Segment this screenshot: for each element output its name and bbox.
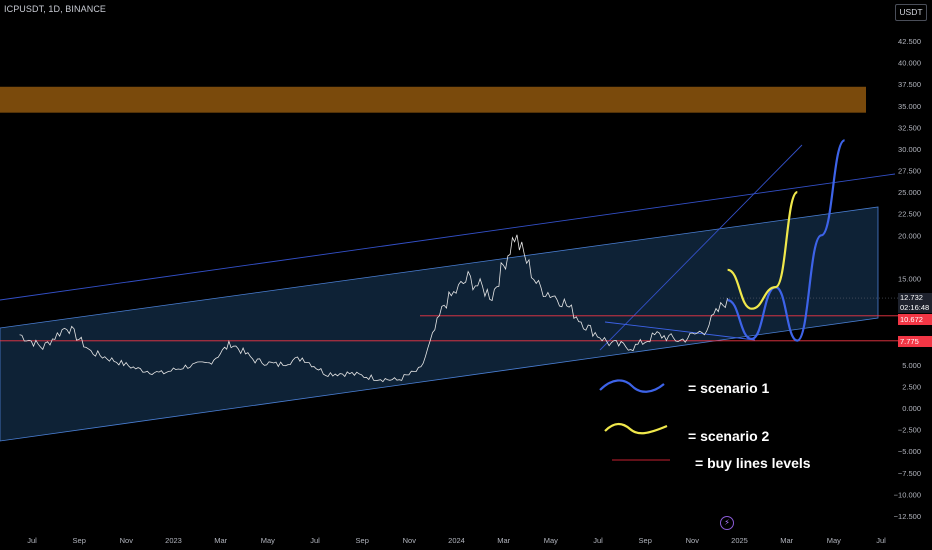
y-tick-label: 32.500 (898, 123, 921, 132)
scenario-2-projection (727, 191, 799, 310)
y-tick-label: 5.000 (902, 361, 921, 370)
y-tick-label: 22.500 (898, 210, 921, 219)
y-tick-label: −7.500 (898, 469, 921, 478)
x-tick-label: Sep (73, 536, 86, 545)
resistance-zone (0, 86, 866, 113)
scenario-1-label: = scenario 1 (688, 380, 770, 396)
scenario-1-legend-swatch (599, 379, 665, 393)
y-tick-label: −12.500 (894, 512, 921, 521)
scenario-1-projection (727, 139, 846, 342)
x-tick-label: 2023 (165, 536, 182, 545)
x-tick-label: 2024 (448, 536, 465, 545)
y-tick-label: −5.000 (898, 447, 921, 456)
y-tick-label: 30.000 (898, 145, 921, 154)
y-tick-label: 42.500 (898, 37, 921, 46)
upper-trend-line (0, 173, 896, 301)
x-tick-label: Mar (780, 536, 793, 545)
y-tick-label: −2.500 (898, 426, 921, 435)
price-channel (0, 206, 879, 442)
last-price-label: 12.732 02:16:48 (898, 293, 932, 313)
x-tick-label: Nov (403, 536, 417, 545)
x-tick-label: Mar (214, 536, 227, 545)
level-1-price-label: 10.672 (898, 314, 932, 325)
x-tick-label: Nov (120, 536, 134, 545)
x-tick-label: May (261, 536, 275, 545)
x-tick-label: May (544, 536, 558, 545)
level-2-price-label: 7.775 (898, 336, 932, 347)
x-tick-label: 2025 (731, 536, 748, 545)
x-tick-label: Nov (686, 536, 700, 545)
y-tick-label: 37.500 (898, 80, 921, 89)
y-axis[interactable]: 42.500 40.000 37.500 35.000 32.500 30.000 27.5… (894, 37, 921, 521)
y-tick-label: 2.500 (902, 382, 921, 391)
x-tick-label: Jul (27, 536, 37, 545)
scenario-2-label: = scenario 2 (688, 428, 770, 444)
y-tick-label: −10.000 (894, 490, 921, 499)
last-price-value: 12.732 (900, 293, 923, 302)
y-tick-label: 15.000 (898, 274, 921, 283)
x-tick-label: Sep (356, 536, 369, 545)
y-tick-label: 40.000 (898, 59, 921, 68)
y-tick-label: 25.000 (898, 188, 921, 197)
y-tick-label: 0.000 (902, 404, 921, 413)
lightning-icon[interactable]: ⚡ (720, 516, 734, 530)
x-axis[interactable]: Jul Sep Nov 2023 Mar May Jul Sep Nov 2024 Mar May Ju… (27, 536, 886, 545)
countdown-timer: 02:16:48 (900, 302, 930, 312)
y-tick-label: 27.500 (898, 167, 921, 176)
x-tick-label: Jul (310, 536, 320, 545)
converging-line (604, 321, 756, 341)
y-tick-label: 35.000 (898, 102, 921, 111)
scenario-2-legend-swatch (604, 422, 668, 435)
x-tick-label: May (827, 536, 841, 545)
buy-lines-label: = buy lines levels (695, 455, 811, 471)
x-tick-label: Jul (876, 536, 886, 545)
x-tick-label: Jul (593, 536, 603, 545)
y-tick-label: 20.000 (898, 231, 921, 240)
x-tick-label: Sep (639, 536, 652, 545)
symbol-title[interactable]: ICPUSDT, 1D, BINANCE (4, 4, 107, 14)
currency-button[interactable]: USDT (895, 4, 927, 21)
price-series-line (19, 234, 728, 383)
x-tick-label: Mar (497, 536, 510, 545)
